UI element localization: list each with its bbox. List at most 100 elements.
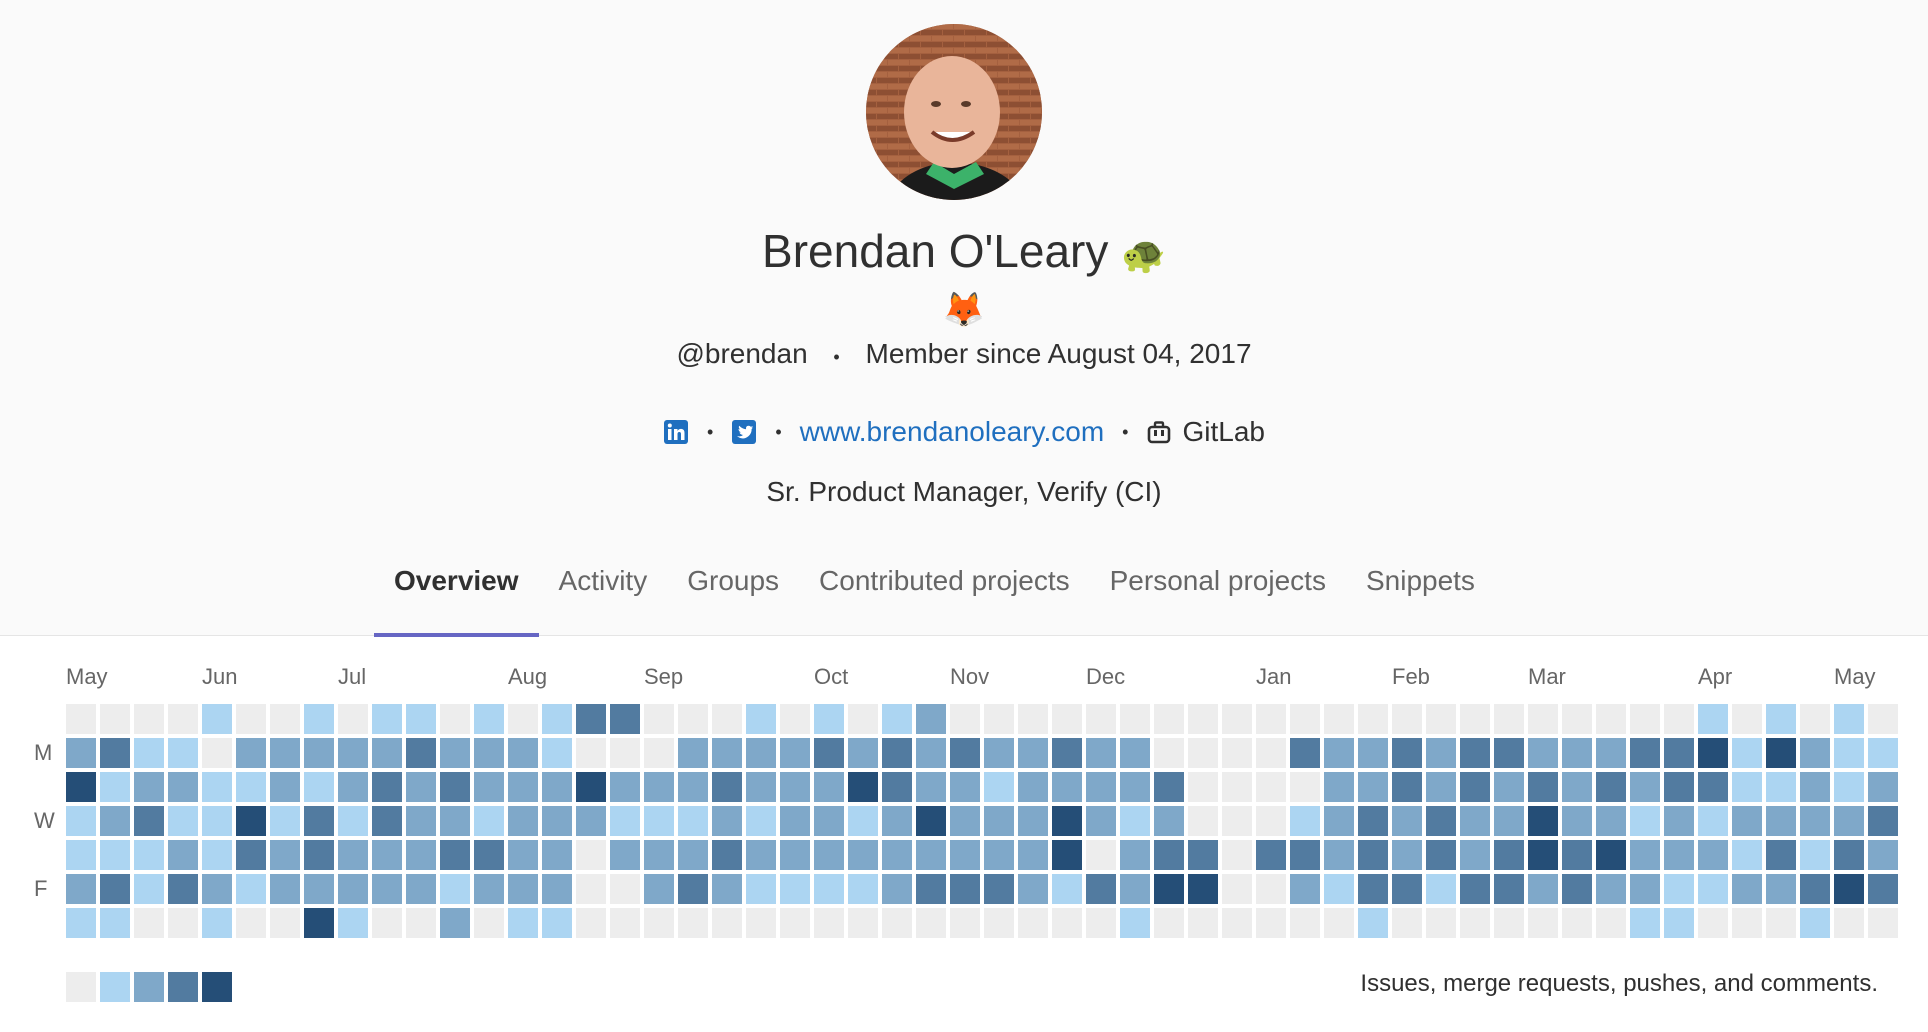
- calendar-day-cell[interactable]: [1120, 772, 1150, 802]
- calendar-day-cell[interactable]: [1358, 738, 1388, 768]
- calendar-day-cell[interactable]: [1732, 840, 1762, 870]
- calendar-day-cell[interactable]: [1460, 704, 1490, 734]
- calendar-day-cell[interactable]: [270, 704, 300, 734]
- calendar-day-cell[interactable]: [202, 738, 232, 768]
- calendar-day-cell[interactable]: [372, 738, 402, 768]
- calendar-day-cell[interactable]: [1460, 908, 1490, 938]
- calendar-day-cell[interactable]: [1426, 840, 1456, 870]
- calendar-day-cell[interactable]: [66, 840, 96, 870]
- calendar-day-cell[interactable]: [1154, 874, 1184, 904]
- calendar-day-cell[interactable]: [610, 840, 640, 870]
- calendar-day-cell[interactable]: [1732, 874, 1762, 904]
- calendar-day-cell[interactable]: [1290, 738, 1320, 768]
- calendar-day-cell[interactable]: [1324, 806, 1354, 836]
- calendar-day-cell[interactable]: [984, 772, 1014, 802]
- calendar-day-cell[interactable]: [338, 806, 368, 836]
- calendar-day-cell[interactable]: [1358, 874, 1388, 904]
- calendar-day-cell[interactable]: [1528, 874, 1558, 904]
- calendar-day-cell[interactable]: [202, 772, 232, 802]
- calendar-day-cell[interactable]: [202, 874, 232, 904]
- calendar-day-cell[interactable]: [576, 840, 606, 870]
- calendar-day-cell[interactable]: [610, 738, 640, 768]
- calendar-day-cell[interactable]: [1494, 704, 1524, 734]
- calendar-day-cell[interactable]: [1562, 738, 1592, 768]
- calendar-day-cell[interactable]: [1630, 738, 1660, 768]
- calendar-day-cell[interactable]: [270, 806, 300, 836]
- calendar-day-cell[interactable]: [1732, 772, 1762, 802]
- calendar-day-cell[interactable]: [270, 772, 300, 802]
- calendar-day-cell[interactable]: [100, 738, 130, 768]
- calendar-day-cell[interactable]: [746, 874, 776, 904]
- calendar-day-cell[interactable]: [1222, 840, 1252, 870]
- calendar-day-cell[interactable]: [950, 908, 980, 938]
- calendar-day-cell[interactable]: [1290, 874, 1320, 904]
- calendar-day-cell[interactable]: [1630, 874, 1660, 904]
- calendar-day-cell[interactable]: [1086, 840, 1116, 870]
- calendar-day-cell[interactable]: [1528, 772, 1558, 802]
- calendar-day-cell[interactable]: [1528, 908, 1558, 938]
- calendar-day-cell[interactable]: [406, 874, 436, 904]
- calendar-day-cell[interactable]: [780, 772, 810, 802]
- calendar-day-cell[interactable]: [1766, 806, 1796, 836]
- calendar-day-cell[interactable]: [168, 738, 198, 768]
- calendar-day-cell[interactable]: [1018, 840, 1048, 870]
- calendar-day-cell[interactable]: [1052, 772, 1082, 802]
- calendar-day-cell[interactable]: [712, 840, 742, 870]
- calendar-day-cell[interactable]: [440, 704, 470, 734]
- calendar-day-cell[interactable]: [1698, 738, 1728, 768]
- calendar-day-cell[interactable]: [542, 704, 572, 734]
- calendar-day-cell[interactable]: [100, 840, 130, 870]
- calendar-day-cell[interactable]: [372, 908, 402, 938]
- calendar-day-cell[interactable]: [406, 908, 436, 938]
- calendar-day-cell[interactable]: [100, 772, 130, 802]
- calendar-day-cell[interactable]: [508, 806, 538, 836]
- calendar-day-cell[interactable]: [1052, 738, 1082, 768]
- calendar-day-cell[interactable]: [1630, 840, 1660, 870]
- calendar-day-cell[interactable]: [1766, 840, 1796, 870]
- calendar-day-cell[interactable]: [576, 874, 606, 904]
- calendar-day-cell[interactable]: [644, 704, 674, 734]
- tab-activity[interactable]: Activity: [558, 565, 648, 596]
- calendar-day-cell[interactable]: [168, 806, 198, 836]
- calendar-day-cell[interactable]: [1018, 704, 1048, 734]
- calendar-day-cell[interactable]: [1596, 840, 1626, 870]
- calendar-day-cell[interactable]: [474, 738, 504, 768]
- calendar-day-cell[interactable]: [882, 772, 912, 802]
- calendar-day-cell[interactable]: [1494, 738, 1524, 768]
- calendar-day-cell[interactable]: [1460, 840, 1490, 870]
- calendar-day-cell[interactable]: [1698, 874, 1728, 904]
- calendar-day-cell[interactable]: [1868, 704, 1898, 734]
- calendar-day-cell[interactable]: [1086, 772, 1116, 802]
- calendar-day-cell[interactable]: [1630, 908, 1660, 938]
- calendar-day-cell[interactable]: [1562, 908, 1592, 938]
- calendar-day-cell[interactable]: [372, 772, 402, 802]
- calendar-day-cell[interactable]: [984, 840, 1014, 870]
- calendar-day-cell[interactable]: [1120, 908, 1150, 938]
- calendar-day-cell[interactable]: [1834, 772, 1864, 802]
- calendar-day-cell[interactable]: [1494, 874, 1524, 904]
- calendar-day-cell[interactable]: [1732, 908, 1762, 938]
- calendar-day-cell[interactable]: [236, 772, 266, 802]
- calendar-day-cell[interactable]: [882, 738, 912, 768]
- calendar-day-cell[interactable]: [1426, 908, 1456, 938]
- calendar-day-cell[interactable]: [1086, 738, 1116, 768]
- calendar-day-cell[interactable]: [1868, 738, 1898, 768]
- calendar-day-cell[interactable]: [780, 874, 810, 904]
- calendar-day-cell[interactable]: [1664, 772, 1694, 802]
- calendar-day-cell[interactable]: [202, 806, 232, 836]
- calendar-day-cell[interactable]: [1392, 840, 1422, 870]
- calendar-day-cell[interactable]: [1256, 704, 1286, 734]
- calendar-day-cell[interactable]: [1426, 704, 1456, 734]
- calendar-day-cell[interactable]: [1052, 874, 1082, 904]
- calendar-day-cell[interactable]: [814, 908, 844, 938]
- calendar-day-cell[interactable]: [984, 908, 1014, 938]
- calendar-day-cell[interactable]: [746, 704, 776, 734]
- calendar-day-cell[interactable]: [1698, 806, 1728, 836]
- calendar-day-cell[interactable]: [882, 840, 912, 870]
- calendar-day-cell[interactable]: [780, 806, 810, 836]
- calendar-day-cell[interactable]: [304, 840, 334, 870]
- calendar-day-cell[interactable]: [950, 874, 980, 904]
- calendar-day-cell[interactable]: [1120, 874, 1150, 904]
- calendar-day-cell[interactable]: [1120, 840, 1150, 870]
- calendar-day-cell[interactable]: [338, 738, 368, 768]
